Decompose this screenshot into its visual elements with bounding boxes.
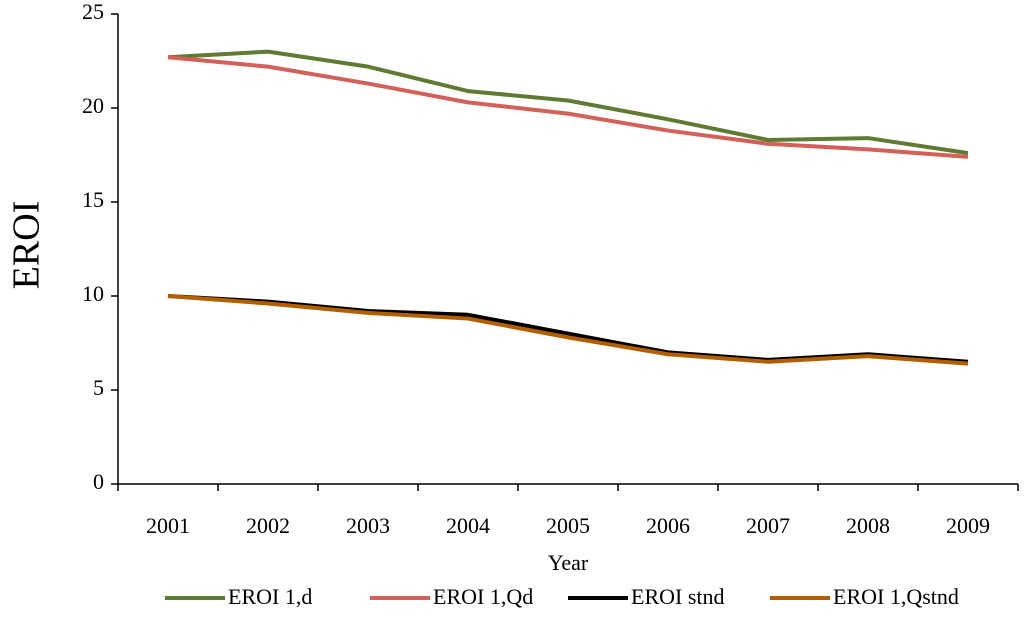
legend-label: EROI stnd bbox=[631, 584, 725, 609]
y-tick-label: 15 bbox=[82, 187, 104, 212]
x-tick-label: 2009 bbox=[946, 513, 990, 538]
data-line bbox=[167, 294, 969, 366]
legend-label: EROI 1,Qd bbox=[433, 584, 533, 609]
data-line bbox=[167, 49, 969, 156]
legend-label: EROI 1,d bbox=[228, 584, 312, 609]
y-axis-label: EROI bbox=[6, 201, 48, 290]
x-tick-label: 2002 bbox=[246, 513, 290, 538]
x-tick-label: 2001 bbox=[146, 513, 190, 538]
x-tick-label: 2003 bbox=[346, 513, 390, 538]
y-tick-label: 10 bbox=[82, 281, 104, 306]
x-tick-label: 2007 bbox=[746, 513, 790, 538]
x-tick-label: 2005 bbox=[546, 513, 590, 538]
y-tick-label: 5 bbox=[93, 375, 104, 400]
x-tick-label: 2008 bbox=[846, 513, 890, 538]
x-axis-label: Year bbox=[548, 550, 589, 575]
x-tick-label: 2006 bbox=[646, 513, 690, 538]
y-tick-label: 25 bbox=[82, 0, 104, 24]
y-tick-label: 20 bbox=[82, 93, 104, 118]
data-line bbox=[167, 55, 969, 159]
y-tick-label: 0 bbox=[93, 469, 104, 494]
legend-label: EROI 1,Qstnd bbox=[833, 584, 959, 609]
x-tick-label: 2004 bbox=[446, 513, 490, 538]
